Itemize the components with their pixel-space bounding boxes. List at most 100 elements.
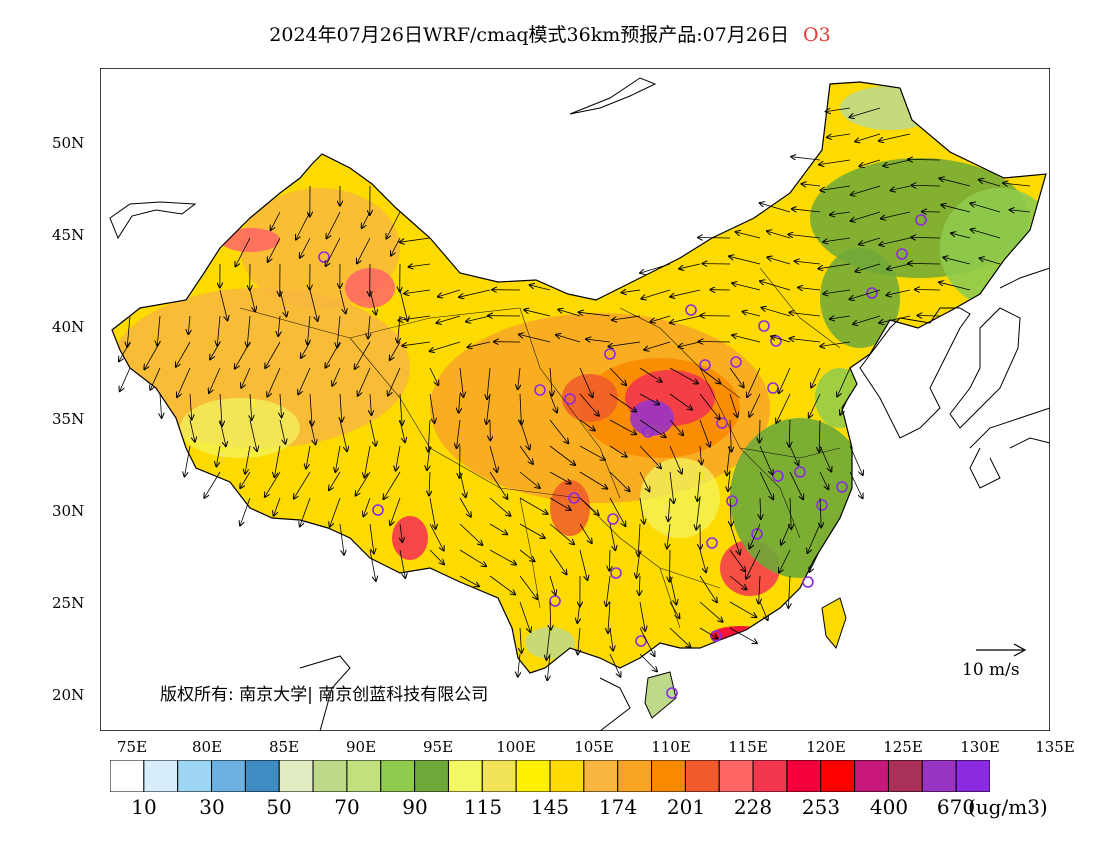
colorbar-swatch [244,759,280,793]
wind-vector [519,523,545,538]
wind-vector [670,549,671,582]
wind-vector [369,549,376,581]
wind-vector [788,575,790,608]
wind-vector [940,178,971,187]
wind-vector [639,419,666,437]
lat-label-50n: 50N [52,134,85,152]
wind-vector [549,575,556,595]
wind-vector [459,549,486,566]
wind-vector [466,315,491,322]
wind-vector [404,289,431,294]
colorbar-swatch [312,759,348,793]
wind-vector [409,264,431,267]
wind-vector [727,445,731,475]
title-text: 2024年07月26日WRF/cmaq模式36km预报产品:07月26日 [269,24,790,46]
wind-vector [759,445,773,474]
wind-vector [747,367,761,397]
wind-vector [399,419,405,442]
wind-vector [781,523,791,545]
wind-vector [357,237,371,263]
colorbar-swatch [447,759,483,793]
wind-vector [779,549,791,573]
colorbar-label-70: 70 [334,795,360,819]
wind-vector [530,285,551,291]
wind-vector [274,497,281,516]
wind-vector [759,419,760,443]
wind-vector [729,393,737,417]
wind-vector [296,211,311,240]
wind-vector [819,445,831,472]
wind-vector [791,157,821,161]
copyright-notice: 版权所有: 南京大学| 南京创蓝科技有限公司 [160,685,489,705]
wind-vector [157,315,160,346]
wind-vector [340,393,342,422]
wind-vector [235,341,251,369]
colorbar-label-670: 670 [936,795,976,819]
wind-vector [459,367,463,397]
wind-vector [859,237,881,244]
wind-vector [274,445,281,477]
wind-vector [327,211,341,238]
wind-vector [879,133,911,141]
wind-vector [823,237,851,242]
wind-vector [549,471,571,484]
wind-vector [247,315,250,347]
wind-vector [326,237,341,266]
wind-vector [609,367,626,385]
colorbar [109,759,991,793]
wind-vector [823,289,851,294]
lon-label-85e: 85E [268,738,300,756]
wind-vector [771,336,791,343]
wind-vector [489,549,516,565]
wind-vector [369,289,376,315]
wind-vector [579,523,592,543]
lon-label-90e: 90E [345,738,377,756]
wind-vector [622,290,641,293]
wind-vector [679,263,701,269]
wind-vector [759,601,768,620]
wind-vector [669,471,674,503]
wind-vector [400,237,431,242]
wind-vector [788,234,821,239]
wind-vector [830,316,851,319]
wind-vector [699,419,710,447]
wind-vector [210,341,221,359]
wind-vector [519,471,540,488]
lon-label-110e: 110E [651,738,691,756]
wind-vector [300,497,311,526]
lat-label-45n: 45N [52,226,85,244]
wind-vector [355,341,371,369]
wind-vector [699,601,723,622]
wind-vector [699,393,720,419]
colorbar-swatch [549,759,585,793]
wind-vector [612,315,641,320]
wind-vector [743,312,761,317]
wind-vector [430,341,461,351]
wind-vector [669,367,698,384]
wind-vector [518,653,520,677]
colorbar-swatch [583,759,619,793]
colorbar-swatch [887,759,923,793]
wind-vector [651,315,671,322]
wind-vector [850,289,881,299]
wind-vector [819,471,828,489]
wind-vector [364,445,371,478]
wind-vector [489,523,507,534]
wind-vector [519,445,533,464]
wind-vector [779,367,791,393]
colorbar-swatch [786,759,822,793]
wind-vector [489,445,497,472]
wind-vector [400,523,402,542]
wind-vector [639,575,640,595]
wind-vector [697,471,700,501]
wind-vector [759,575,760,604]
wind-vector [437,315,461,323]
wind-vector [519,549,535,561]
wind-vector [279,419,285,444]
wind-vector [609,419,636,434]
wind-vector [669,627,691,647]
colorbar-swatch [380,759,416,793]
wind-vector [915,290,941,291]
wind-vector [546,627,551,660]
wind-vector [879,315,911,323]
